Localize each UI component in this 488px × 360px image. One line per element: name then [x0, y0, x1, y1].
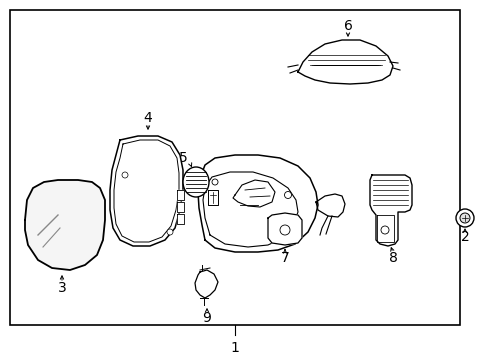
Ellipse shape	[183, 167, 208, 197]
Polygon shape	[177, 190, 183, 200]
Text: 5: 5	[178, 151, 187, 165]
Bar	[10, 10, 459, 325]
Circle shape	[280, 225, 289, 235]
Polygon shape	[207, 190, 218, 205]
Circle shape	[167, 229, 173, 235]
Polygon shape	[267, 213, 302, 245]
Text: 3: 3	[58, 281, 66, 295]
Circle shape	[459, 213, 469, 223]
Polygon shape	[198, 155, 317, 252]
Polygon shape	[177, 214, 183, 224]
Text: 8: 8	[388, 251, 397, 265]
Circle shape	[380, 226, 388, 234]
Polygon shape	[315, 194, 345, 217]
Text: 6: 6	[343, 19, 352, 33]
Text: 1: 1	[230, 341, 239, 355]
Text: 4: 4	[143, 111, 152, 125]
Polygon shape	[195, 270, 218, 298]
Circle shape	[284, 192, 291, 198]
Circle shape	[455, 209, 473, 227]
Text: 7: 7	[280, 251, 289, 265]
Polygon shape	[110, 136, 183, 246]
Polygon shape	[25, 180, 105, 270]
Polygon shape	[297, 40, 392, 84]
Circle shape	[122, 172, 128, 178]
Text: 2: 2	[460, 230, 468, 244]
Polygon shape	[177, 202, 183, 212]
Circle shape	[212, 179, 218, 185]
Text: 9: 9	[202, 311, 211, 325]
Polygon shape	[369, 175, 411, 246]
